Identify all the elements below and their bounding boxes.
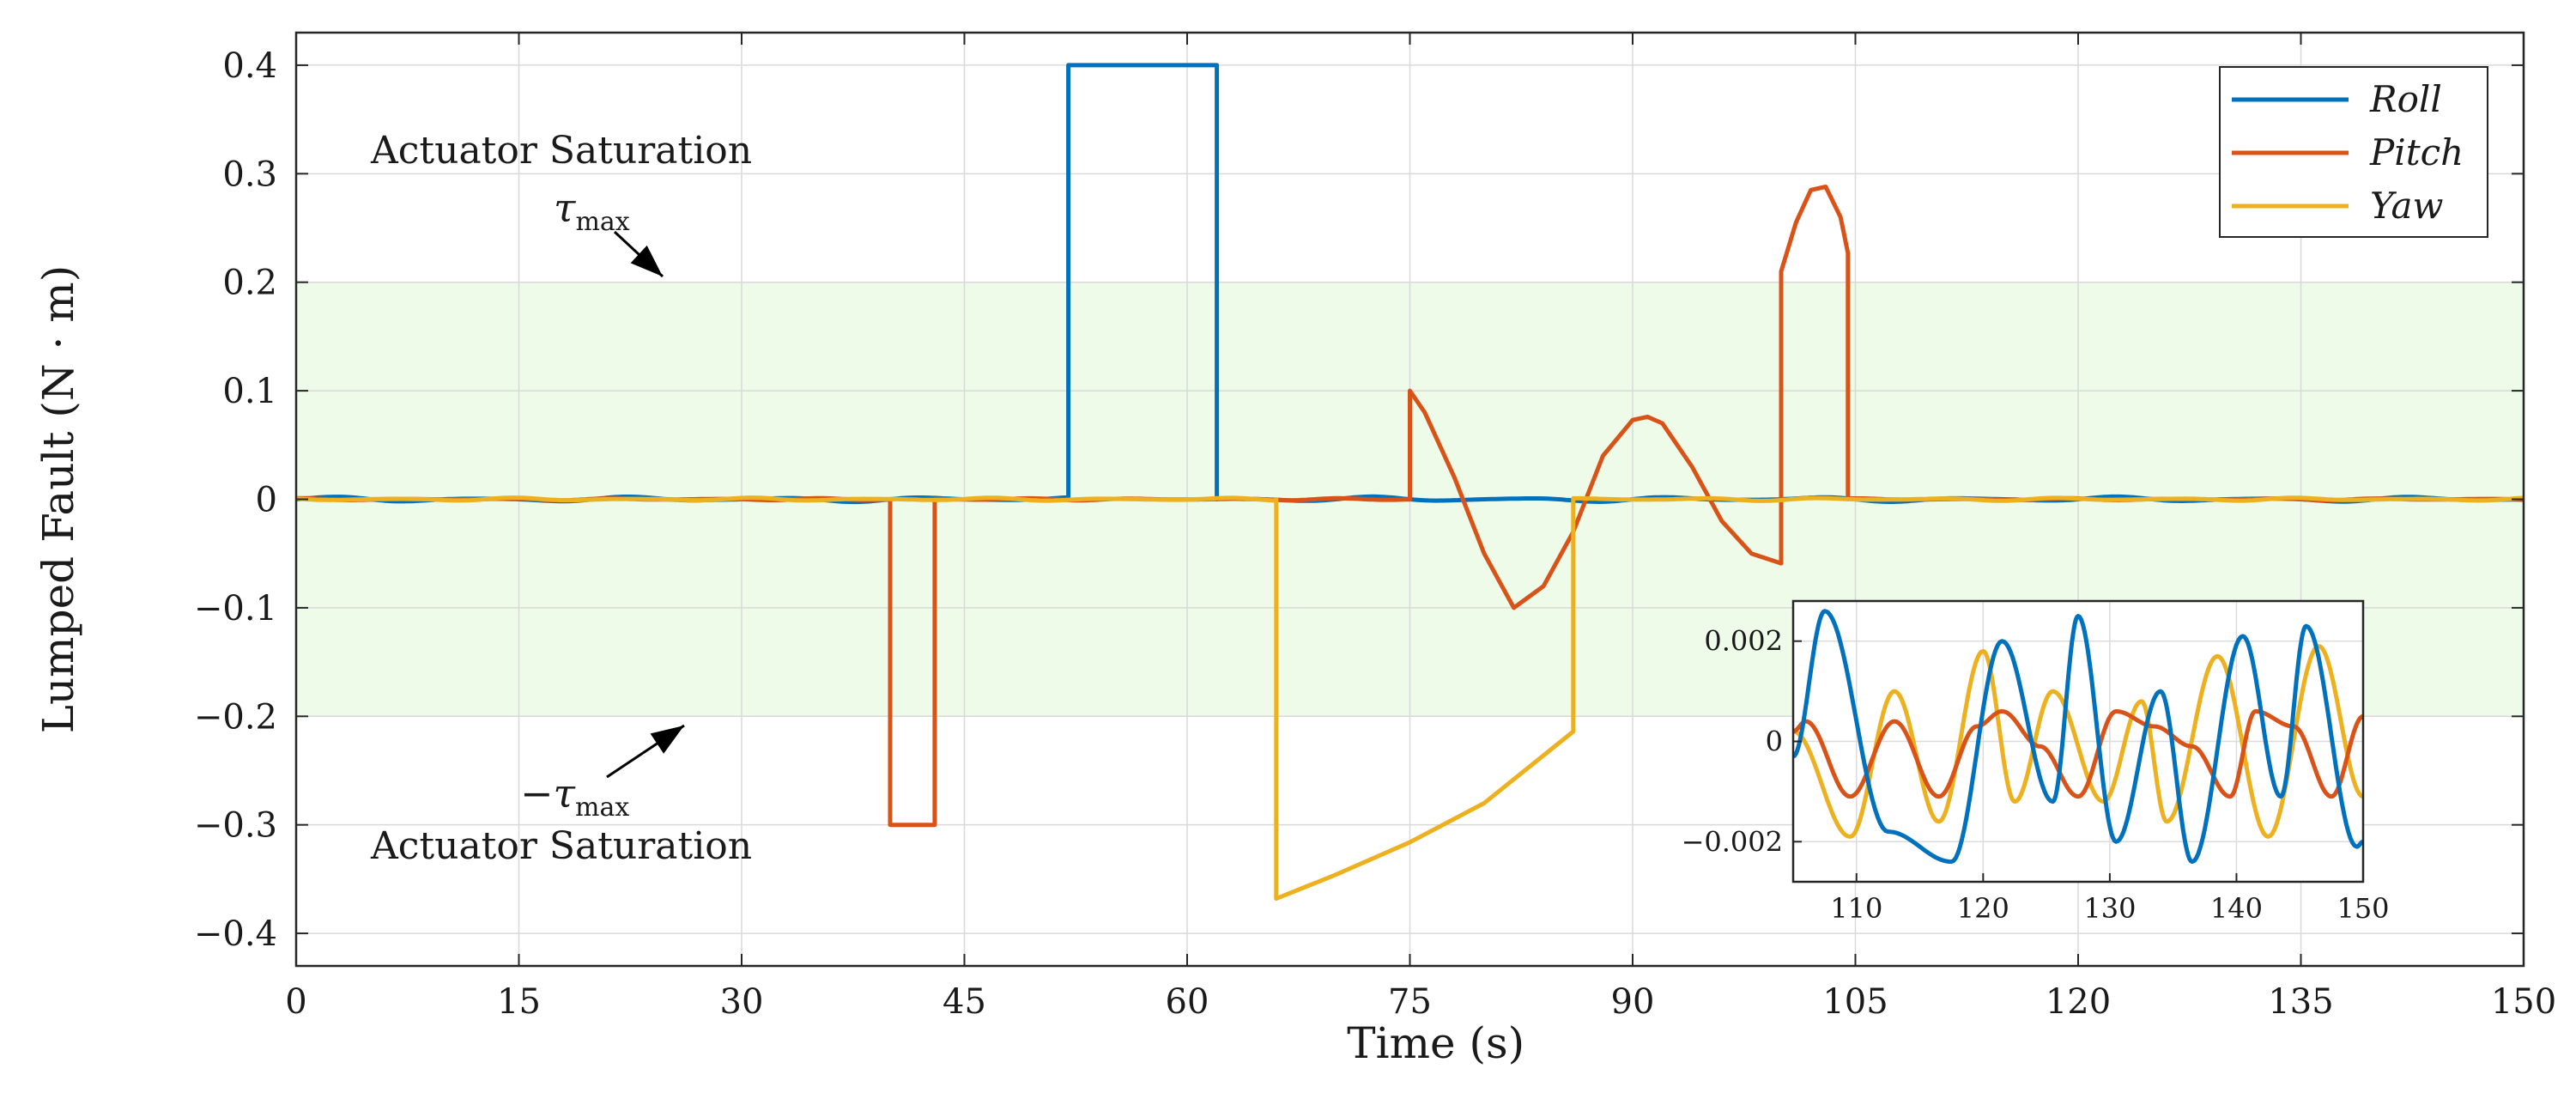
x-axis-label: Time (s) <box>1347 1018 1524 1068</box>
x-tick-label: 90 <box>1611 982 1655 1022</box>
inset-x-tick-label: 140 <box>2210 892 2263 925</box>
lower-tau-symbol: −τ <box>520 770 577 817</box>
inset-x-tick-label: 120 <box>1957 892 2009 925</box>
inset-x-tick-label: 130 <box>2083 892 2136 925</box>
x-tick-label: 150 <box>2491 982 2556 1022</box>
annotation-arrow-head <box>630 245 663 276</box>
inset-zoom: 110 120 130 140 150 −0.002 0 0.002 <box>1682 599 2390 925</box>
legend: Roll Pitch Yaw <box>2219 66 2488 238</box>
x-tick-label: 60 <box>1166 982 1209 1022</box>
inset-series-line-yaw <box>1792 644 2364 839</box>
y-axis-label: Lumped Fault (N · m) <box>33 265 83 733</box>
lower-tau-subscript: max <box>575 792 629 823</box>
x-tick-label: 105 <box>1822 982 1888 1022</box>
inset-axis-ticks: 110 120 130 140 150 −0.002 0 0.002 <box>1682 625 2390 925</box>
x-tick-label: 45 <box>943 982 986 1022</box>
x-tick-label: 0 <box>285 982 306 1022</box>
inset-series-line-roll <box>1791 609 2366 865</box>
legend-yaw-label: Yaw <box>2370 185 2444 227</box>
y-tick-label: −0.4 <box>194 914 277 954</box>
y-tick-label: 0.1 <box>222 372 277 411</box>
inset-y-tick-label: −0.002 <box>1682 825 1783 858</box>
x-tick-label: 15 <box>497 982 541 1022</box>
x-tick-label: 120 <box>2046 982 2111 1022</box>
upper-saturation-label: Actuator Saturation <box>370 129 752 173</box>
y-tick-label: −0.1 <box>194 589 277 628</box>
y-tick-label: 0.2 <box>222 264 277 303</box>
x-tick-label: 75 <box>1388 982 1432 1022</box>
x-tick-label: 135 <box>2268 982 2333 1022</box>
y-tick-label: −0.3 <box>194 806 277 846</box>
series-line-yaw <box>295 495 2524 902</box>
y-tick-label: 0.4 <box>222 46 277 86</box>
inset-y-tick-label: 0.002 <box>1704 625 1783 658</box>
legend-roll-label: Roll <box>2369 78 2442 120</box>
axis-ticks: 0 15 30 45 60 75 90 105 120 135 150 −0.4 −0.3 −0.2 −0.… <box>194 33 2556 1022</box>
y-tick-label: 0.3 <box>222 155 277 194</box>
lower-saturation-label: Actuator Saturation <box>370 824 752 868</box>
inset-series-lines <box>1791 609 2366 865</box>
inset-x-tick-label: 150 <box>2337 892 2389 925</box>
upper-tau-subscript: max <box>575 207 629 237</box>
inset-series-line-pitch <box>1791 709 2364 799</box>
x-tick-label: 30 <box>720 982 764 1022</box>
legend-pitch-label: Pitch <box>2369 131 2464 173</box>
upper-tau-max-label: τmax <box>554 185 630 237</box>
inset-x-tick-label: 110 <box>1830 892 1882 925</box>
annotation-arrow-head <box>650 726 684 754</box>
upper-tau-symbol: τ <box>554 185 577 231</box>
y-tick-label: 0 <box>256 481 277 520</box>
series-lines <box>295 63 2524 902</box>
inset-y-tick-label: 0 <box>1766 726 1783 758</box>
y-tick-label: −0.2 <box>194 697 277 737</box>
saturation-arrows <box>606 230 685 779</box>
lower-tau-max-label: −τmax <box>520 770 629 823</box>
